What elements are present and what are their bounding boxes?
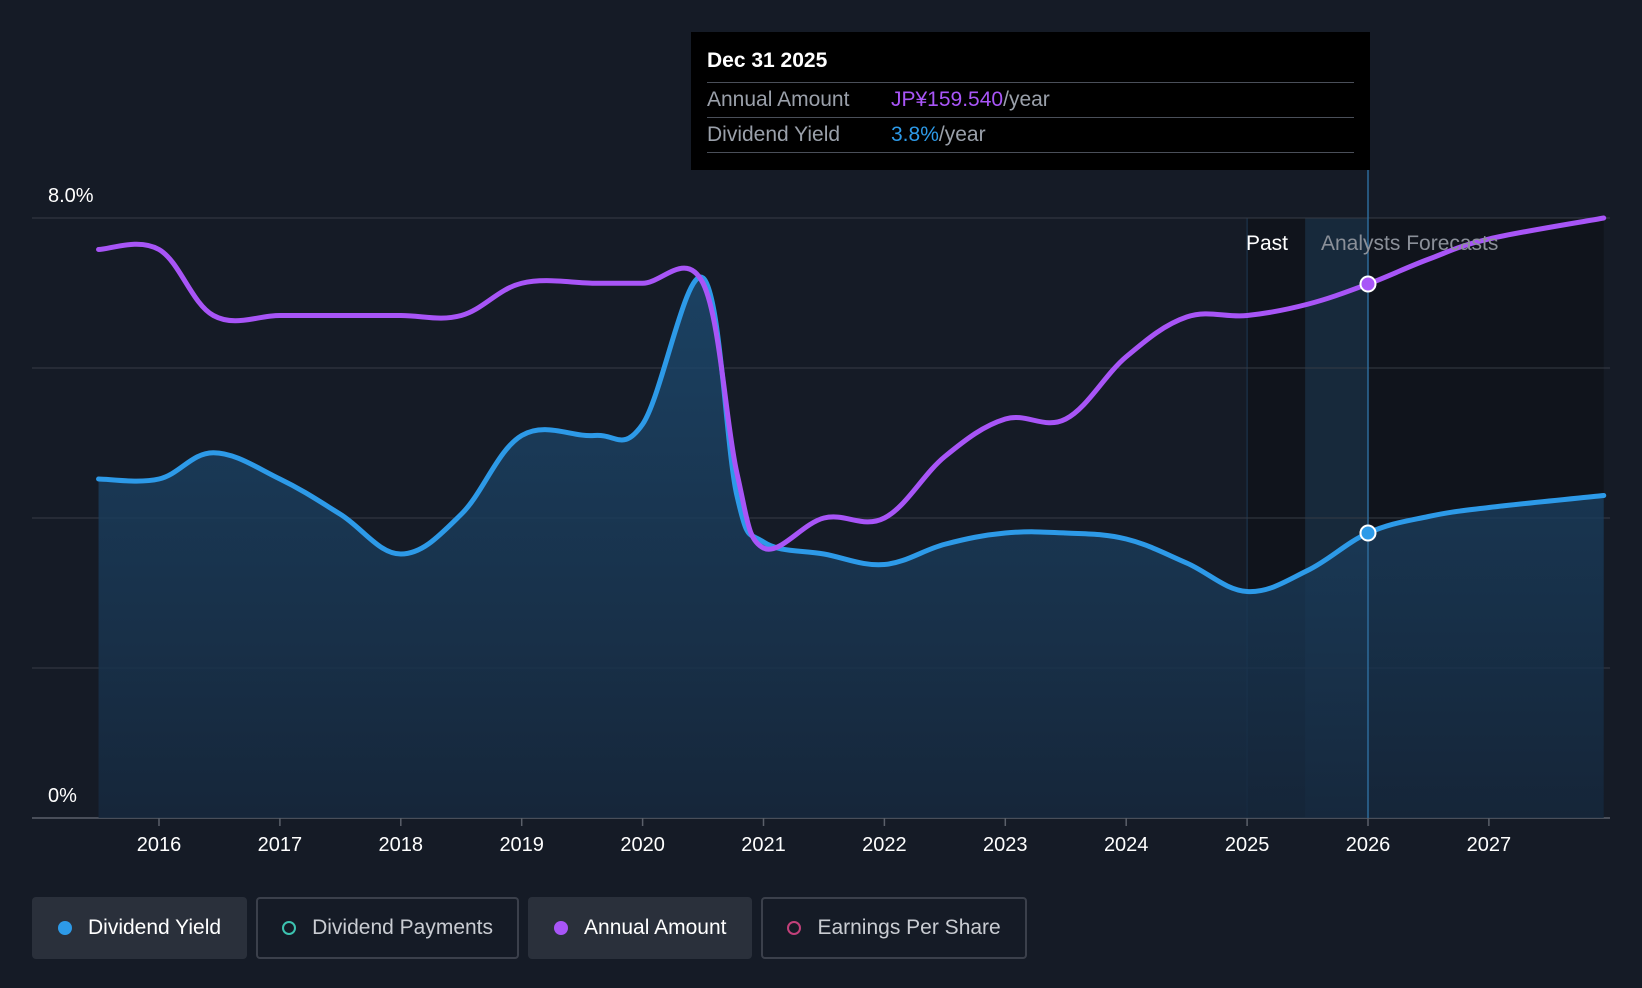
forecast-label: Analysts Forecasts	[1321, 232, 1498, 255]
tooltip-annual-amount-label: Annual Amount	[707, 88, 850, 111]
x-tick-label: 2026	[1346, 834, 1391, 856]
y-axis-min-label: 0%	[48, 785, 77, 807]
tooltip-dividend-yield-label: Dividend Yield	[707, 123, 841, 146]
dividend-yield-highlight-point	[1359, 524, 1377, 542]
legend-dividend-yield-button[interactable]: Dividend Yield	[32, 897, 248, 959]
earnings-per-share-ring-icon	[787, 921, 802, 935]
x-tick-label: 2025	[1225, 834, 1270, 856]
legend-dividend-payments-label: Dividend Payments	[312, 916, 494, 939]
x-tick-label: 2022	[862, 834, 907, 856]
x-tick-label: 2017	[258, 834, 303, 856]
legend-earnings-per-share-label: Earnings Per Share	[817, 916, 1001, 939]
x-tick-label: 2020	[620, 834, 665, 856]
dividend-payments-ring-icon	[282, 921, 297, 935]
x-tick-label: 2021	[741, 834, 786, 856]
x-tick-label: 2027	[1467, 834, 1512, 856]
dividend-yield-dot-icon	[58, 921, 72, 935]
legend-dividend-yield-label: Dividend Yield	[88, 916, 222, 939]
tooltip-row-dividend-yield: Dividend Yield 3.8% /year	[707, 118, 1354, 153]
x-tick-label: 2016	[137, 834, 182, 856]
x-tick-label: 2023	[983, 834, 1028, 856]
past-label: Past	[1246, 232, 1288, 255]
x-tick-label: 2024	[1104, 834, 1149, 856]
tooltip-dividend-yield-unit: /year	[938, 123, 986, 146]
annual-amount-highlight-point	[1359, 275, 1377, 293]
data-tooltip: Dec 31 2025 Annual Amount JP¥159.540 /ye…	[691, 32, 1370, 170]
tooltip-annual-amount-unit: /year	[1003, 88, 1050, 111]
legend: Dividend Yield Dividend Payments Annual …	[32, 897, 1027, 959]
tooltip-row-annual-amount: Annual Amount JP¥159.540 /year	[707, 83, 1354, 118]
dividend-yield-area	[98, 277, 1604, 818]
tooltip-annual-amount-value: JP¥159.540	[891, 88, 1004, 111]
y-axis-max-label: 8.0%	[48, 185, 94, 207]
legend-earnings-per-share-button[interactable]: Earnings Per Share	[761, 897, 1027, 959]
legend-annual-amount-button[interactable]: Annual Amount	[528, 897, 753, 959]
annual-amount-dot-icon	[554, 921, 569, 935]
annual-amount-line	[96, 215, 1607, 552]
tooltip-dividend-yield-value: 3.8%	[891, 123, 939, 146]
legend-dividend-payments-button[interactable]: Dividend Payments	[256, 897, 520, 959]
x-tick-label: 2019	[499, 834, 544, 856]
tooltip-date: Dec 31 2025	[707, 46, 1354, 83]
x-tick-label: 2018	[379, 834, 424, 856]
legend-annual-amount-label: Annual Amount	[584, 916, 727, 939]
